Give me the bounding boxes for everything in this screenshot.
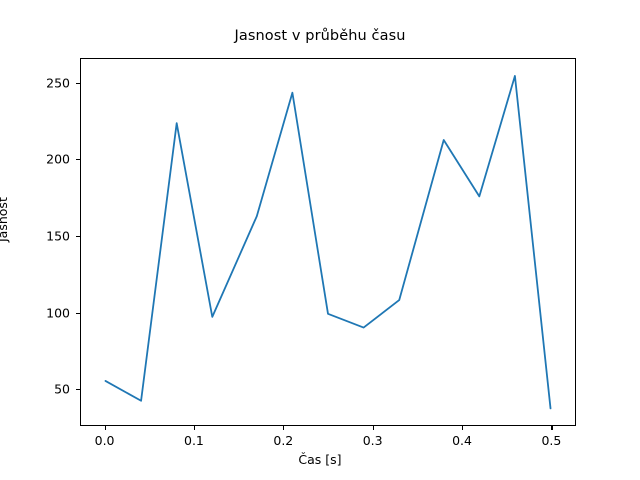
y-axis-label: Jasnost [0, 197, 10, 242]
y-tick-label: 50 [54, 381, 70, 397]
x-tick-label: 0.3 [362, 433, 383, 448]
plot-area [80, 58, 576, 426]
x-tick-label: 0.4 [452, 433, 472, 448]
x-tick-label: 0.0 [94, 433, 115, 448]
x-tick-mark [551, 426, 553, 430]
x-tick-label: 0.1 [183, 433, 204, 448]
line-series-svg [104, 75, 552, 410]
y-tick-label: 100 [46, 305, 70, 321]
y-tick-mark [76, 82, 80, 84]
x-tick-label: 0.5 [541, 433, 562, 448]
x-tick-mark [283, 426, 285, 430]
x-tick-mark [193, 426, 196, 430]
y-tick-label: 200 [46, 151, 70, 167]
y-tick-mark [76, 159, 80, 161]
y-tick-mark [76, 236, 80, 238]
x-tick-mark [104, 426, 106, 430]
x-tick-mark [462, 426, 464, 430]
x-tick-mark [372, 426, 374, 430]
x-axis-label: Čas [s] [298, 452, 342, 467]
y-tick-mark [76, 312, 80, 314]
y-tick-label: 150 [46, 228, 70, 244]
x-tick-label: 0.2 [273, 433, 294, 448]
chart-title: Jasnost v průběhu času [234, 28, 406, 44]
line-series-jasnost [104, 75, 552, 410]
y-tick-label: 250 [46, 75, 70, 91]
y-tick-mark [76, 389, 80, 391]
